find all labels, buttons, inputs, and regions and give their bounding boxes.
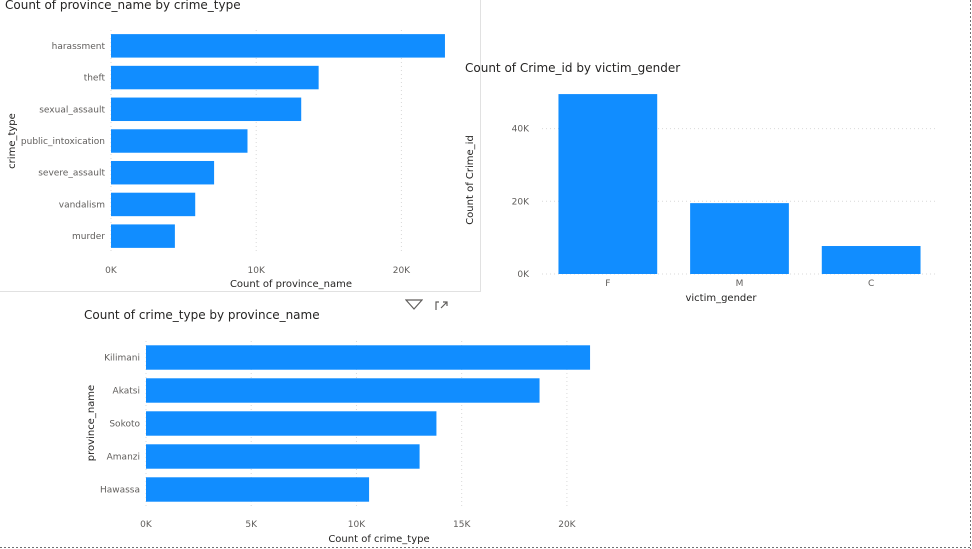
bar-vandalism[interactable] — [111, 192, 196, 217]
crime-type-chart-svg: 0K 10K 20K harassment theft sexual_assaultpub… — [7, 30, 445, 290]
bar-murder[interactable] — [111, 224, 175, 248]
bar-F[interactable] — [558, 94, 658, 274]
category-label: Sokoto — [109, 420, 140, 430]
y-axis-title: crime_type — [7, 113, 18, 169]
category-label: Hawassa — [100, 486, 140, 496]
x-axis-title: victim_gender — [685, 293, 757, 304]
x-tick-label: 10K — [248, 266, 266, 276]
bar-Hawassa[interactable] — [146, 477, 370, 502]
category-label: F — [605, 279, 610, 289]
focus-mode-icon[interactable] — [433, 298, 451, 312]
x-tick-label: 0K — [140, 520, 153, 530]
bar-Sokoto[interactable] — [146, 411, 437, 436]
crime-type-chart[interactable]: Count of province_name by crime_type 0K 1… — [0, 0, 481, 292]
victim-gender-chart-svg: 0K 20K 40K F M C victim_gender Count of Crime… — [465, 94, 937, 304]
y-axis-title: province_name — [86, 385, 97, 461]
chart-title: Count of Crime_id by victim_gender — [465, 61, 681, 75]
x-tick-label: 5K — [245, 520, 258, 530]
province-chart[interactable]: Count of crime_type by province_name 0K 5… — [80, 302, 620, 549]
chart-title: Count of crime_type by province_name — [84, 308, 320, 322]
category-label: C — [868, 279, 874, 289]
category-label: M — [736, 279, 744, 289]
victim-gender-chart[interactable]: Count of Crime_id by victim_gender 0K 20K… — [460, 55, 970, 310]
province-chart-svg: 0K 5K 10K 15K 20K Kilimani Akatsi Sokoto Amanzi H… — [86, 341, 591, 545]
bar-severe_assault[interactable] — [111, 160, 215, 185]
x-tick-label: 10K — [348, 520, 366, 530]
bar-C[interactable] — [821, 246, 921, 274]
x-tick-label: 0K — [105, 266, 118, 276]
x-tick-label: 15K — [453, 520, 471, 530]
y-axis-title: Count of Crime_id — [465, 135, 476, 225]
y-tick-label: 0K — [517, 270, 530, 280]
category-label: Kilimani — [104, 354, 140, 364]
category-label: vandalism — [59, 200, 105, 210]
bar-Akatsi[interactable] — [146, 378, 540, 403]
bar-M[interactable] — [690, 203, 789, 274]
chart-title: Count of province_name by crime_type — [5, 0, 241, 12]
category-label: Amanzi — [107, 453, 140, 463]
bar-Amanzi[interactable] — [146, 444, 420, 469]
x-axis-title: Count of province_name — [230, 279, 352, 290]
bar-harassment[interactable] — [111, 34, 445, 58]
y-tick-label: 40K — [512, 125, 530, 135]
category-label: murder — [72, 232, 105, 242]
y-tick-label: 20K — [512, 197, 530, 207]
filter-icon[interactable] — [405, 298, 423, 312]
bar-theft[interactable] — [111, 65, 319, 90]
x-axis-title: Count of crime_type — [328, 534, 429, 545]
bar-sexual_assault[interactable] — [111, 97, 302, 122]
category-label: severe_assault — [38, 169, 105, 179]
category-label: theft — [84, 74, 106, 84]
x-tick-label: 20K — [393, 266, 411, 276]
category-label: harassment — [52, 42, 106, 52]
category-label: public_intoxication — [21, 137, 105, 147]
bar-Kilimani[interactable] — [146, 345, 591, 370]
x-tick-label: 20K — [558, 520, 576, 530]
visual-header — [405, 298, 451, 312]
bar-public_intoxication[interactable] — [111, 129, 248, 153]
category-label: sexual_assault — [39, 105, 105, 115]
category-label: Akatsi — [113, 387, 140, 397]
